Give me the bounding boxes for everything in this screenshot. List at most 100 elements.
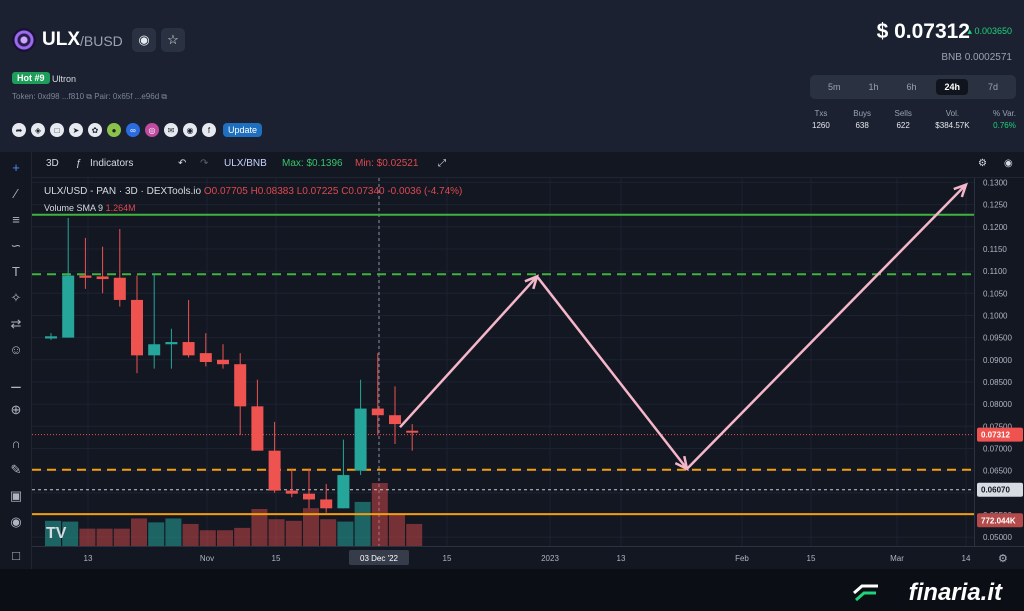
- volume-bar: [251, 508, 268, 546]
- candle-body: [303, 493, 315, 500]
- candle-body: [62, 275, 75, 338]
- volume-bar: [337, 521, 354, 546]
- volume-bar: [320, 519, 337, 546]
- crosshair-date-bg: [349, 550, 409, 565]
- magnet-icon[interactable]: ∩: [11, 436, 21, 451]
- time-tick-label: Mar: [890, 554, 904, 563]
- crosshair-icon[interactable]: +: [12, 160, 20, 175]
- coinmarketcap-icon[interactable]: ◈: [31, 123, 45, 137]
- price-tick-label: 0.1300: [983, 178, 1008, 187]
- volume-bar: [113, 528, 130, 546]
- trash-icon[interactable]: □: [12, 548, 20, 563]
- social-links: ➦ ◈ □ ➤ ✿ ● ∞ ◎ ✉ ◉ f Update: [12, 122, 263, 138]
- trendline-icon[interactable]: ∕: [14, 186, 18, 201]
- stat-label: Sells: [894, 109, 912, 118]
- candle-body: [234, 364, 247, 407]
- price-tick-label: 0.1100: [983, 267, 1007, 276]
- volume-legend: Volume SMA 9 1.264M: [44, 203, 136, 213]
- projection-arrowhead: [674, 455, 689, 472]
- hot-rank-badge[interactable]: Hot #9: [12, 72, 50, 84]
- candle-body: [45, 336, 57, 339]
- candlesticks: [45, 217, 419, 513]
- axis-settings-icon: ⚙: [998, 553, 1008, 565]
- stat-label: Buys: [853, 109, 872, 118]
- candle-body: [148, 344, 161, 356]
- fib-retracement-icon[interactable]: ≡: [12, 212, 20, 227]
- binoculars-icon: ◉: [138, 32, 150, 47]
- discord-icon[interactable]: ◎: [145, 123, 159, 137]
- price-axis[interactable]: 0.1300 0.1250 0.1200 0.1150 0.1100 0.1050 0.10…: [974, 178, 1024, 546]
- price-tick-label: 0.06500: [983, 467, 1012, 476]
- stat-sells: Sells 622: [895, 109, 912, 130]
- favorite-button[interactable]: ☆: [161, 28, 185, 52]
- update-button[interactable]: Update: [223, 123, 263, 137]
- lock-drawing-icon[interactable]: ✎: [10, 462, 22, 477]
- timeframe-6h[interactable]: 6h: [906, 82, 917, 92]
- price-tick-label: 0.1150: [983, 245, 1007, 254]
- pattern-icon[interactable]: ✧: [10, 290, 22, 305]
- price-chart[interactable]: TV: [32, 178, 974, 546]
- volume-bar: [354, 501, 371, 546]
- stat-value: 1260: [812, 121, 830, 130]
- time-tick-label: 15: [807, 554, 816, 563]
- stat-txs: Txs 1260: [812, 109, 830, 130]
- volume-bar: [303, 508, 319, 546]
- timeframe-selector: 5m 1h 6h 24h 7d: [810, 75, 1016, 99]
- price-tick-label: 0.09500: [983, 334, 1012, 343]
- horizontal-levels: [32, 213, 974, 516]
- volume-bar: [234, 527, 251, 546]
- star-icon: ☆: [167, 32, 179, 47]
- email-icon[interactable]: ✉: [164, 123, 178, 137]
- time-tick-label: 2023: [541, 554, 559, 563]
- lock-icon[interactable]: ▣: [9, 488, 23, 503]
- candle-body: [131, 299, 143, 356]
- brush-icon[interactable]: ∽: [10, 238, 22, 253]
- undo-icon[interactable]: ↶: [178, 158, 187, 169]
- stat-value: $384.57K: [935, 121, 970, 130]
- volume-bars: [45, 483, 423, 546]
- share-icon[interactable]: ➦: [12, 123, 26, 137]
- telegram-icon[interactable]: ➤: [69, 123, 83, 137]
- facebook-icon[interactable]: f: [202, 123, 216, 137]
- camera-icon[interactable]: ◉: [1004, 158, 1013, 169]
- timeframe-1h[interactable]: 1h: [868, 82, 879, 92]
- text-icon[interactable]: T: [12, 264, 20, 279]
- projection-arrows: [399, 182, 969, 472]
- compare-button[interactable]: ◉: [132, 28, 156, 52]
- timeframe-24h[interactable]: 24h: [936, 79, 968, 95]
- volume-bar: [199, 530, 216, 546]
- redo-icon[interactable]: ↷: [200, 158, 209, 169]
- trade-stats: Txs 1260 Buys 638 Sells 622 Vol. $384.57…: [812, 109, 1016, 130]
- token-contract-info[interactable]: Token: 0xd98 ...f810 ⧉ Pair: 0x65f ...e9…: [12, 92, 168, 101]
- projection-segment: [399, 275, 538, 429]
- volume-bar: [285, 520, 302, 546]
- coingecko-icon[interactable]: ●: [107, 123, 121, 137]
- prediction-icon[interactable]: ⇄: [10, 316, 22, 331]
- indicators-icon[interactable]: ƒ: [76, 158, 82, 169]
- volume-bar: [165, 518, 182, 546]
- github-icon[interactable]: ◉: [183, 123, 197, 137]
- timeframe-5m[interactable]: 5m: [827, 82, 841, 92]
- eye-icon[interactable]: ◉: [10, 514, 22, 529]
- settings-gear-icon[interactable]: ⚙: [978, 158, 987, 169]
- token-header: ULX /BUSD ◉ ☆ Hot #9 Ultron Token: 0xd98…: [0, 0, 1024, 152]
- twitter-icon[interactable]: ✿: [88, 123, 102, 137]
- pair-toggle-button[interactable]: ULX/BNB: [224, 158, 267, 169]
- zoom-in-icon[interactable]: ⊕: [10, 402, 22, 417]
- projection-arrowhead: [953, 182, 969, 198]
- fullscreen-icon[interactable]: ⤢: [438, 158, 446, 169]
- interval-button[interactable]: 3D: [46, 158, 59, 169]
- website-icon[interactable]: □: [50, 123, 64, 137]
- chart-panel[interactable]: TV: [32, 178, 974, 546]
- timeframe-7d[interactable]: 7d: [987, 82, 998, 92]
- explorer-icon[interactable]: ∞: [126, 123, 140, 137]
- price-tick-label: 0.08500: [983, 378, 1012, 387]
- price-tick-label: 0.1200: [983, 223, 1008, 232]
- time-tick-label: Nov: [200, 554, 214, 563]
- emoji-icon[interactable]: ☺: [9, 342, 23, 357]
- time-axis[interactable]: 13 Nov 15 03 Dec '22 15 2023 13 Feb 15 Mar 14 ⚙: [32, 546, 1024, 569]
- candle-body: [389, 415, 401, 425]
- crosshair-date-label: 03 Dec '22: [360, 554, 399, 563]
- indicators-button[interactable]: Indicators: [90, 158, 134, 169]
- ruler-icon[interactable]: ⚊: [10, 376, 22, 391]
